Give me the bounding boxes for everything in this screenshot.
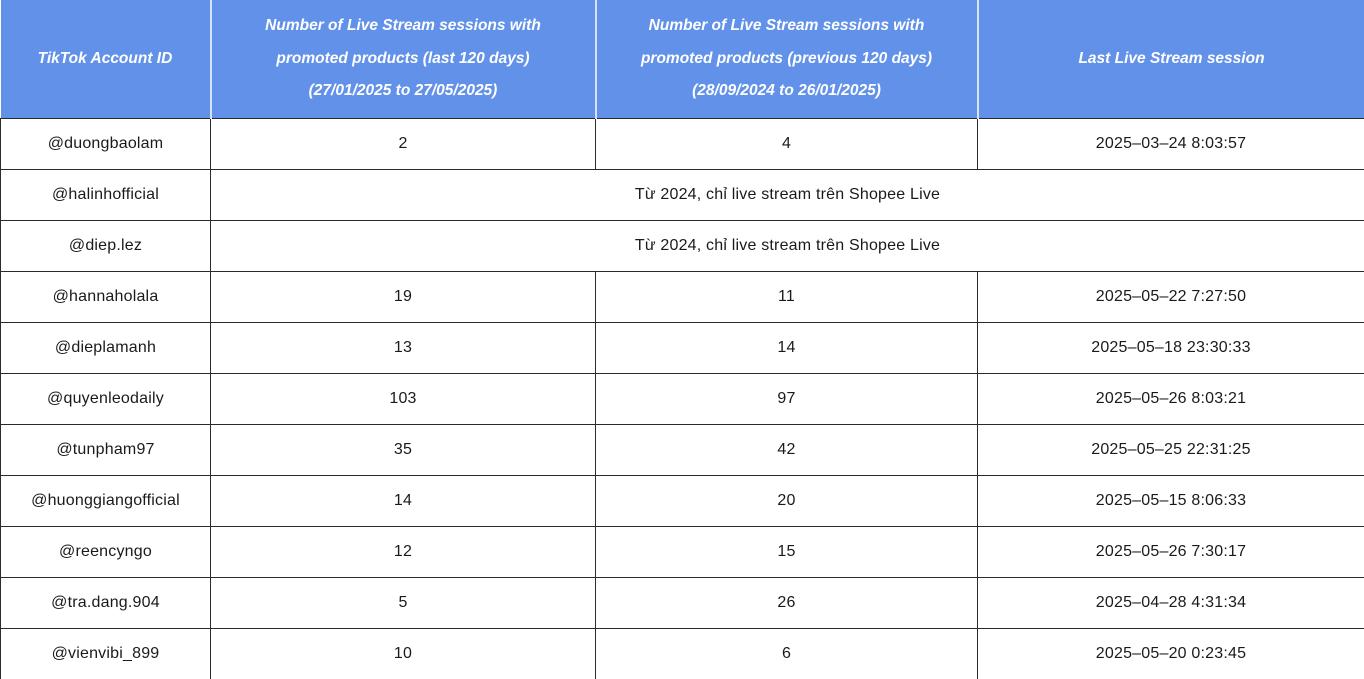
- note-cell: Từ 2024, chỉ live stream trên Shopee Liv…: [210, 220, 1364, 272]
- header-account-id-label: TikTok Account ID: [37, 49, 173, 67]
- table-row: @vienvibi_899 10 6 2025–05–20 0:23:45: [0, 628, 1364, 679]
- header-sessions-previous-120-days: Number of Live Stream sessions with prom…: [594, 0, 978, 119]
- header-row: TikTok Account ID Number of Live Stream …: [0, 0, 1364, 119]
- table-row: @tra.dang.904 5 26 2025–04–28 4:31:34: [0, 577, 1364, 629]
- sessions-current-cell: 10: [210, 628, 596, 679]
- header-sessions-last-120-days-label: Number of Live Stream sessions with prom…: [265, 17, 541, 100]
- note-cell: Từ 2024, chỉ live stream trên Shopee Liv…: [210, 169, 1364, 221]
- account-id-cell: @diep.lez: [0, 220, 211, 272]
- last-session-cell: 2025–05–26 8:03:21: [977, 373, 1364, 425]
- table-row: @huonggiangofficial 14 20 2025–05–15 8:06:3…: [0, 475, 1364, 527]
- sessions-current-cell: 103: [210, 373, 596, 425]
- sessions-current-cell: 35: [210, 424, 596, 476]
- account-id-cell: @dieplamanh: [0, 322, 211, 374]
- last-session-cell: 2025–05–15 8:06:33: [977, 475, 1364, 527]
- account-id-cell: @vienvibi_899: [0, 628, 211, 679]
- sessions-previous-cell: 42: [595, 424, 978, 476]
- sessions-previous-cell: 14: [595, 322, 978, 374]
- last-session-cell: 2025–03–24 8:03:57: [977, 118, 1364, 170]
- sessions-previous-cell: 6: [595, 628, 978, 679]
- sessions-current-cell: 19: [210, 271, 596, 323]
- sessions-previous-cell: 4: [595, 118, 978, 170]
- table-row: @halinhofficial Từ 2024, chỉ live stream …: [0, 169, 1364, 221]
- header-sessions-previous-120-days-label: Number of Live Stream sessions with prom…: [640, 17, 933, 100]
- last-session-cell: 2025–05–25 22:31:25: [977, 424, 1364, 476]
- sessions-current-cell: 13: [210, 322, 596, 374]
- account-id-cell: @tra.dang.904: [0, 577, 211, 629]
- table-row: @hannaholala 19 11 2025–05–22 7:27:50: [0, 271, 1364, 323]
- table-header: TikTok Account ID Number of Live Stream …: [0, 0, 1364, 119]
- header-last-session: Last Live Stream session: [976, 0, 1364, 119]
- account-id-cell: @tunpham97: [0, 424, 211, 476]
- last-session-cell: 2025–05–20 0:23:45: [977, 628, 1364, 679]
- account-id-cell: @halinhofficial: [0, 169, 211, 221]
- last-session-cell: 2025–04–28 4:31:34: [977, 577, 1364, 629]
- sessions-current-cell: 14: [210, 475, 596, 527]
- header-account-id: TikTok Account ID: [0, 0, 211, 119]
- table-body: @duongbaolam 2 4 2025–03–24 8:03:57 @halinho…: [0, 118, 1364, 679]
- table-row: @duongbaolam 2 4 2025–03–24 8:03:57: [0, 118, 1364, 170]
- table-row: @dieplamanh 13 14 2025–05–18 23:30:33: [0, 322, 1364, 374]
- account-id-cell: @hannaholala: [0, 271, 211, 323]
- sessions-previous-cell: 11: [595, 271, 978, 323]
- table-row: @tunpham97 35 42 2025–05–25 22:31:25: [0, 424, 1364, 476]
- table-row: @quyenleodaily 103 97 2025–05–26 8:03:21: [0, 373, 1364, 425]
- sessions-previous-cell: 20: [595, 475, 978, 527]
- header-last-session-label: Last Live Stream session: [1078, 49, 1265, 67]
- sessions-previous-cell: 15: [595, 526, 978, 578]
- sessions-current-cell: 5: [210, 577, 596, 629]
- last-session-cell: 2025–05–18 23:30:33: [977, 322, 1364, 374]
- account-id-cell: @quyenleodaily: [0, 373, 211, 425]
- account-id-cell: @reencyngo: [0, 526, 211, 578]
- header-sessions-last-120-days: Number of Live Stream sessions with prom…: [209, 0, 596, 119]
- last-session-cell: 2025–05–26 7:30:17: [977, 526, 1364, 578]
- sessions-current-cell: 12: [210, 526, 596, 578]
- last-session-cell: 2025–05–22 7:27:50: [977, 271, 1364, 323]
- account-id-cell: @duongbaolam: [0, 118, 211, 170]
- sessions-previous-cell: 26: [595, 577, 978, 629]
- table-row: @reencyngo 12 15 2025–05–26 7:30:17: [0, 526, 1364, 578]
- account-id-cell: @huonggiangofficial: [0, 475, 211, 527]
- table-row: @diep.lez Từ 2024, chỉ live stream trên S…: [0, 220, 1364, 272]
- sessions-previous-cell: 97: [595, 373, 978, 425]
- sessions-current-cell: 2: [210, 118, 596, 170]
